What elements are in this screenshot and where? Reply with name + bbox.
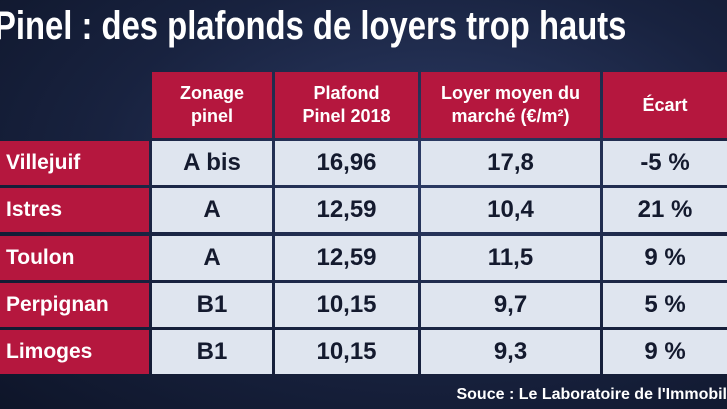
source: Souce : Le Laboratoire de l'Immobil bbox=[456, 386, 727, 403]
header-line: pinel bbox=[190, 106, 233, 126]
table-cell: 17,8 bbox=[421, 141, 600, 185]
row-label: Perpignan bbox=[0, 282, 149, 327]
table-cell: A bbox=[152, 235, 272, 280]
title: Pinel : des plafonds de loyers trop haut… bbox=[0, 4, 627, 48]
table-cell: 9 % bbox=[603, 330, 727, 375]
table-cell: 11,5 bbox=[421, 235, 600, 280]
table-cell: -5 % bbox=[603, 141, 727, 185]
row-label: Istres bbox=[0, 188, 149, 233]
table-cell: B1 bbox=[152, 330, 272, 375]
table-cell: A bbox=[152, 188, 272, 233]
header-cell: Plafond Pinel 2018 bbox=[275, 72, 418, 138]
table-cell: 5 % bbox=[603, 282, 727, 327]
table-cell: 9 % bbox=[603, 235, 727, 280]
header-cell: Zonage pinel bbox=[152, 72, 272, 138]
header-line: Loyer moyen du bbox=[440, 83, 581, 103]
table-cell: 12,59 bbox=[275, 235, 418, 280]
header-line: Plafond bbox=[313, 83, 380, 103]
table-cell: 10,15 bbox=[275, 330, 418, 375]
table-cell: B1 bbox=[152, 282, 272, 327]
table-cell: 9,7 bbox=[421, 282, 600, 327]
row-label: Toulon bbox=[0, 235, 149, 280]
header-line: Écart bbox=[642, 94, 688, 115]
table-cell: 12,59 bbox=[275, 188, 418, 233]
row-label: Villejuif bbox=[0, 141, 149, 185]
row-label: Limoges bbox=[0, 330, 149, 375]
table-cell: A bis bbox=[152, 141, 272, 185]
header-line: Zonage bbox=[179, 83, 244, 103]
table-cell: 16,96 bbox=[275, 141, 418, 185]
header-line: Pinel 2018 bbox=[302, 106, 391, 126]
table-cell: 9,3 bbox=[421, 330, 600, 375]
table-cell: 10,15 bbox=[275, 282, 418, 327]
header-cell: Écart bbox=[603, 72, 727, 138]
table-cell: 21 % bbox=[603, 188, 727, 233]
header-cell: Loyer moyen du marché (€/m²) bbox=[421, 72, 600, 138]
table-cell: 10,4 bbox=[421, 188, 600, 233]
header-line: marché (€/m²) bbox=[451, 106, 570, 126]
